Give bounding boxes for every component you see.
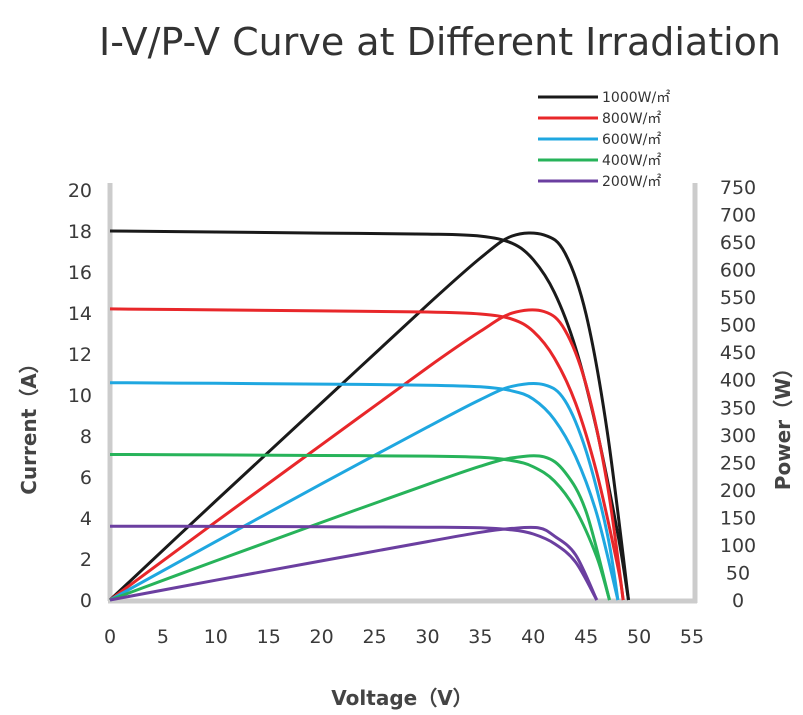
y2-axis-label: Power（W） — [771, 358, 795, 490]
x-tick-label: 30 — [415, 626, 439, 648]
y-ticks-left: 0 2 4 6 8 10 12 14 16 18 20 — [68, 180, 92, 612]
y-tick-label: 6 — [80, 467, 92, 489]
curves — [108, 229, 630, 602]
y2-tick-label: 300 — [720, 425, 756, 447]
y-tick-label: 20 — [68, 180, 92, 202]
y-tick-label: 8 — [80, 426, 92, 448]
y-tick-label: 18 — [68, 221, 92, 243]
iv-curve-200 — [109, 524, 599, 601]
x-tick-label: 10 — [204, 626, 228, 648]
y2-tick-label: 650 — [720, 232, 756, 254]
y-tick-label: 12 — [68, 344, 92, 366]
iv-curve-600 — [109, 381, 620, 601]
y-tick-label: 16 — [68, 262, 92, 284]
iv-curve-800 — [109, 307, 625, 601]
legend-label-800: 800W/㎡ — [602, 111, 661, 127]
y2-tick-label: 50 — [726, 562, 750, 584]
legend: 1000W/㎡ 800W/㎡ 600W/㎡ 400W/㎡ 200W/㎡ — [538, 90, 670, 190]
y2-tick-label: 550 — [720, 287, 756, 309]
y2-tick-label: 150 — [720, 507, 756, 529]
pv-curve-600 — [109, 382, 620, 602]
y-tick-label: 14 — [68, 303, 92, 325]
y2-tick-label: 700 — [720, 205, 756, 227]
x-tick-label: 45 — [574, 626, 598, 648]
x-axis-label: Voltage（V） — [331, 686, 472, 710]
iv-curve-400 — [109, 453, 611, 601]
y2-tick-label: 600 — [720, 260, 756, 282]
y-tick-label: 2 — [80, 549, 92, 571]
x-tick-label: 5 — [157, 626, 169, 648]
x-tick-label: 15 — [257, 626, 281, 648]
y2-tick-label: 450 — [720, 342, 756, 364]
legend-label-200: 200W/㎡ — [602, 174, 661, 190]
y-tick-label: 4 — [80, 508, 92, 530]
x-tick-label: 25 — [362, 626, 386, 648]
y2-tick-label: 250 — [720, 452, 756, 474]
x-tick-label: 35 — [468, 626, 492, 648]
y-tick-label: 10 — [68, 385, 92, 407]
y-tick-label: 0 — [80, 590, 92, 612]
legend-label-1000: 1000W/㎡ — [602, 90, 670, 106]
x-tick-label: 20 — [310, 626, 334, 648]
legend-label-400: 400W/㎡ — [602, 153, 661, 169]
y2-tick-label: 500 — [720, 315, 756, 337]
x-tick-label: 55 — [680, 626, 704, 648]
x-tick-label: 40 — [521, 626, 545, 648]
legend-label-600: 600W/㎡ — [602, 132, 661, 148]
y2-tick-label: 0 — [732, 590, 744, 612]
chart-title: I-V/P-V Curve at Different Irradiation — [99, 20, 781, 64]
y-ticks-right: 0 50 100 150 200 250 300 350 400 450 500 550 600 650 7… — [720, 177, 756, 612]
y2-tick-label: 400 — [720, 370, 756, 392]
pv-curve-400 — [109, 454, 611, 602]
plot-frame — [107, 183, 698, 604]
x-tick-label: 50 — [627, 626, 651, 648]
y2-tick-label: 750 — [720, 177, 756, 199]
pv-curve-200 — [109, 525, 599, 602]
x-tick-label: 0 — [104, 626, 116, 648]
x-ticks: 0 5 10 15 20 25 30 35 40 45 50 55 — [104, 626, 704, 648]
y2-tick-label: 100 — [720, 535, 756, 557]
y2-tick-label: 200 — [720, 480, 756, 502]
y-axis-label: Current（A） — [17, 353, 41, 494]
y2-tick-label: 350 — [720, 397, 756, 419]
